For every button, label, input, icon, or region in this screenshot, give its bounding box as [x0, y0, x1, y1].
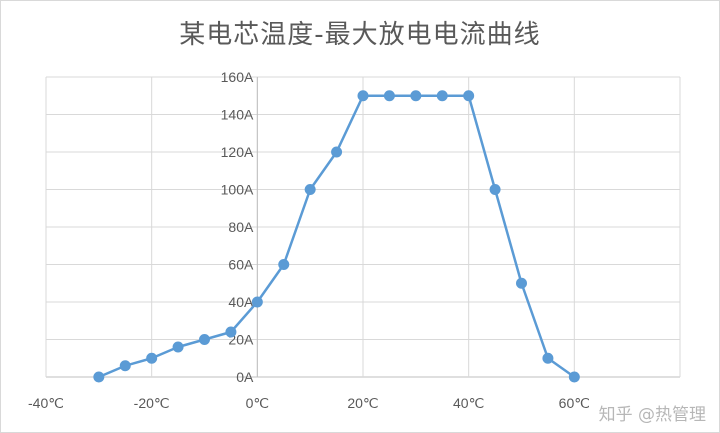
data-point — [251, 296, 263, 308]
y-tick-label: 140A — [221, 107, 254, 123]
series-line — [98, 94, 576, 379]
data-point — [331, 146, 343, 158]
x-tick-label: 60℃ — [559, 395, 590, 411]
data-point — [436, 90, 448, 102]
y-tick-label: 60A — [228, 257, 254, 273]
y-tick-label: 40A — [228, 294, 254, 310]
data-point — [542, 352, 554, 364]
x-tick-label: 20℃ — [347, 395, 378, 411]
x-tick-label: -40℃ — [28, 395, 64, 411]
data-point — [225, 326, 237, 338]
data-point — [146, 352, 158, 364]
data-point — [568, 371, 580, 383]
x-tick-label: 0℃ — [246, 395, 270, 411]
data-point — [463, 90, 475, 102]
x-tick-label: -20℃ — [134, 395, 170, 411]
data-point — [199, 334, 210, 345]
x-tick-label: 40℃ — [453, 395, 484, 411]
data-point — [304, 184, 316, 195]
y-tick-label: 80A — [228, 219, 254, 235]
y-tick-label: 120A — [221, 144, 254, 160]
data-point — [383, 90, 395, 102]
data-point — [93, 371, 105, 383]
y-tick-label: 0A — [236, 369, 254, 385]
chart-title: 某电芯温度-最大放电电流曲线 — [179, 20, 541, 50]
data-point — [278, 259, 290, 270]
watermark: 知乎 @热管理 — [598, 405, 706, 425]
data-point — [119, 360, 131, 372]
data-point — [410, 90, 422, 102]
data-point — [516, 277, 527, 289]
data-point — [172, 341, 184, 353]
y-tick-label: 160A — [221, 69, 254, 85]
data-point — [357, 90, 369, 102]
y-tick-label: 100A — [221, 182, 254, 198]
data-point — [489, 184, 501, 195]
